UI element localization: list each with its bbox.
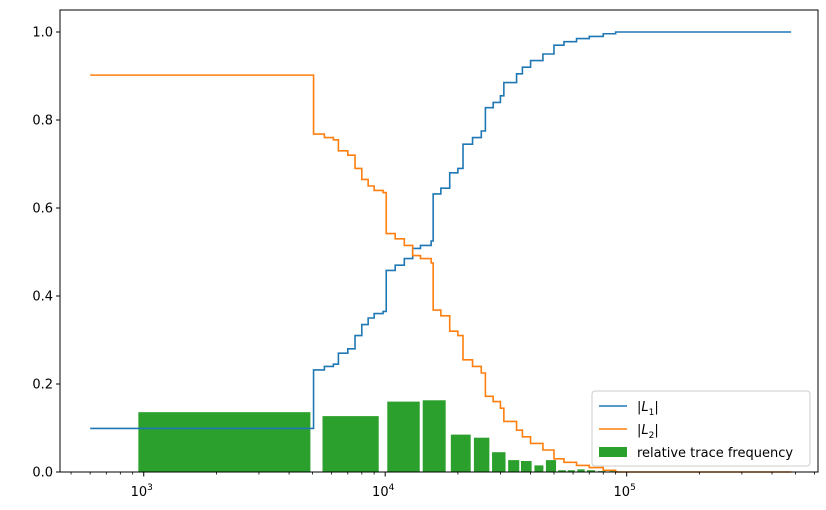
bar-1 <box>322 416 379 472</box>
bar-11 <box>558 470 566 472</box>
bar-4 <box>450 434 471 472</box>
bars-layer <box>138 400 618 472</box>
x-tick-label-1: 104 <box>372 483 395 500</box>
y-tick-label-0: 0.0 <box>32 466 53 481</box>
legend-label-2: |L2| <box>637 423 659 441</box>
bar-8 <box>520 461 532 472</box>
bar-14 <box>586 470 596 472</box>
y-tick-label-1: 0.2 <box>32 378 53 393</box>
y-tick-label-2: 0.4 <box>32 290 53 305</box>
bar-5 <box>473 437 490 472</box>
x-tick-label-2: 105 <box>614 483 636 500</box>
y-tick-label-4: 0.8 <box>32 114 53 129</box>
legend-label-1: |L1| <box>637 400 659 418</box>
series-line-2 <box>90 74 792 473</box>
bar-3 <box>422 400 446 472</box>
bar-12 <box>567 470 575 472</box>
legend-label-bars: relative trace frequency <box>637 446 793 461</box>
x-tick-label-0: 103 <box>131 483 153 500</box>
bar-6 <box>492 452 506 472</box>
axes-layer: 0.0 0.2 0.4 0.6 0.8 1.0 103 104 105 <box>32 9 819 500</box>
bar-13 <box>577 469 585 472</box>
y-tick-label-5: 1.0 <box>32 26 53 41</box>
legend-box <box>591 390 811 467</box>
legend-swatch-bars <box>599 447 627 457</box>
series-line-1 <box>90 31 792 430</box>
bar-9 <box>534 465 544 472</box>
lines-layer <box>90 31 792 473</box>
plot-frame <box>59 9 819 473</box>
legend: |L1| |L2| relative trace frequency <box>591 390 811 467</box>
y-tick-label-3: 0.6 <box>32 202 53 217</box>
bar-0 <box>138 412 311 472</box>
bar-10 <box>545 460 557 472</box>
bar-2 <box>387 401 420 472</box>
bar-7 <box>508 460 520 472</box>
